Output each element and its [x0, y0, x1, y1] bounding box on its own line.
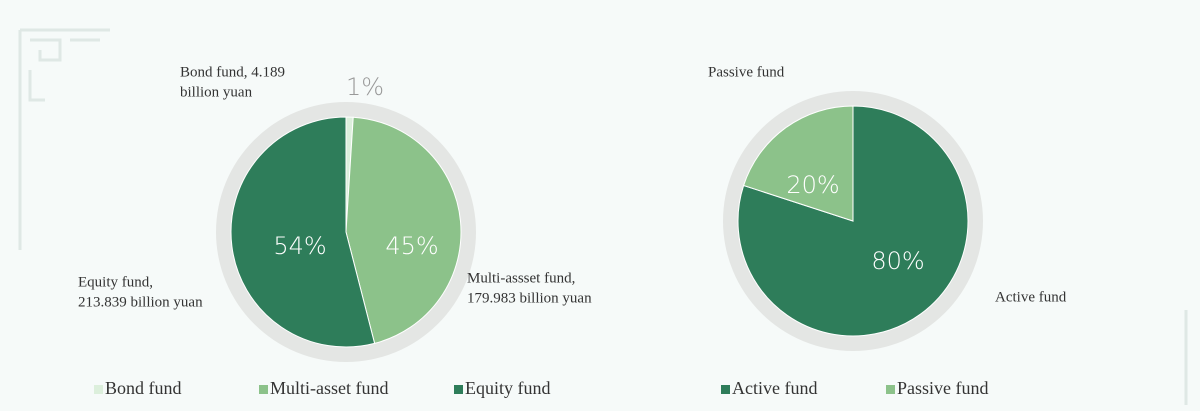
legend-swatch — [886, 385, 895, 394]
annotation: Multi-assset fund, — [467, 270, 575, 286]
data-label: 45% — [385, 232, 438, 260]
background — [0, 0, 1200, 411]
legend-label: Active fund — [732, 378, 817, 398]
annotation: Equity fund, — [78, 274, 153, 290]
legend-swatch — [94, 385, 103, 394]
data-label: 1% — [346, 73, 384, 101]
annotation: 213.839 billion yuan — [78, 294, 203, 310]
legend-label: Bond fund — [105, 378, 182, 398]
data-label: 20% — [786, 171, 839, 199]
data-label: 80% — [871, 247, 924, 275]
infographic: 1% 45% 54% Bond fund, 4.189 billion yuan Mult… — [0, 0, 1200, 411]
legend-label: Passive fund — [897, 378, 989, 398]
legend-label: Multi-asset fund — [270, 378, 389, 398]
annotation: Passive fund — [708, 64, 785, 80]
legend-swatch — [454, 385, 463, 394]
legend-swatch — [721, 385, 730, 394]
annotation: Bond fund, 4.189 — [180, 64, 285, 80]
legend-label: Equity fund — [465, 378, 551, 398]
data-label: 54% — [273, 232, 326, 260]
legend-swatch — [259, 385, 268, 394]
annotation: Active fund — [995, 289, 1067, 305]
annotation: 179.983 billion yuan — [467, 290, 592, 306]
annotation: billion yuan — [180, 84, 253, 100]
